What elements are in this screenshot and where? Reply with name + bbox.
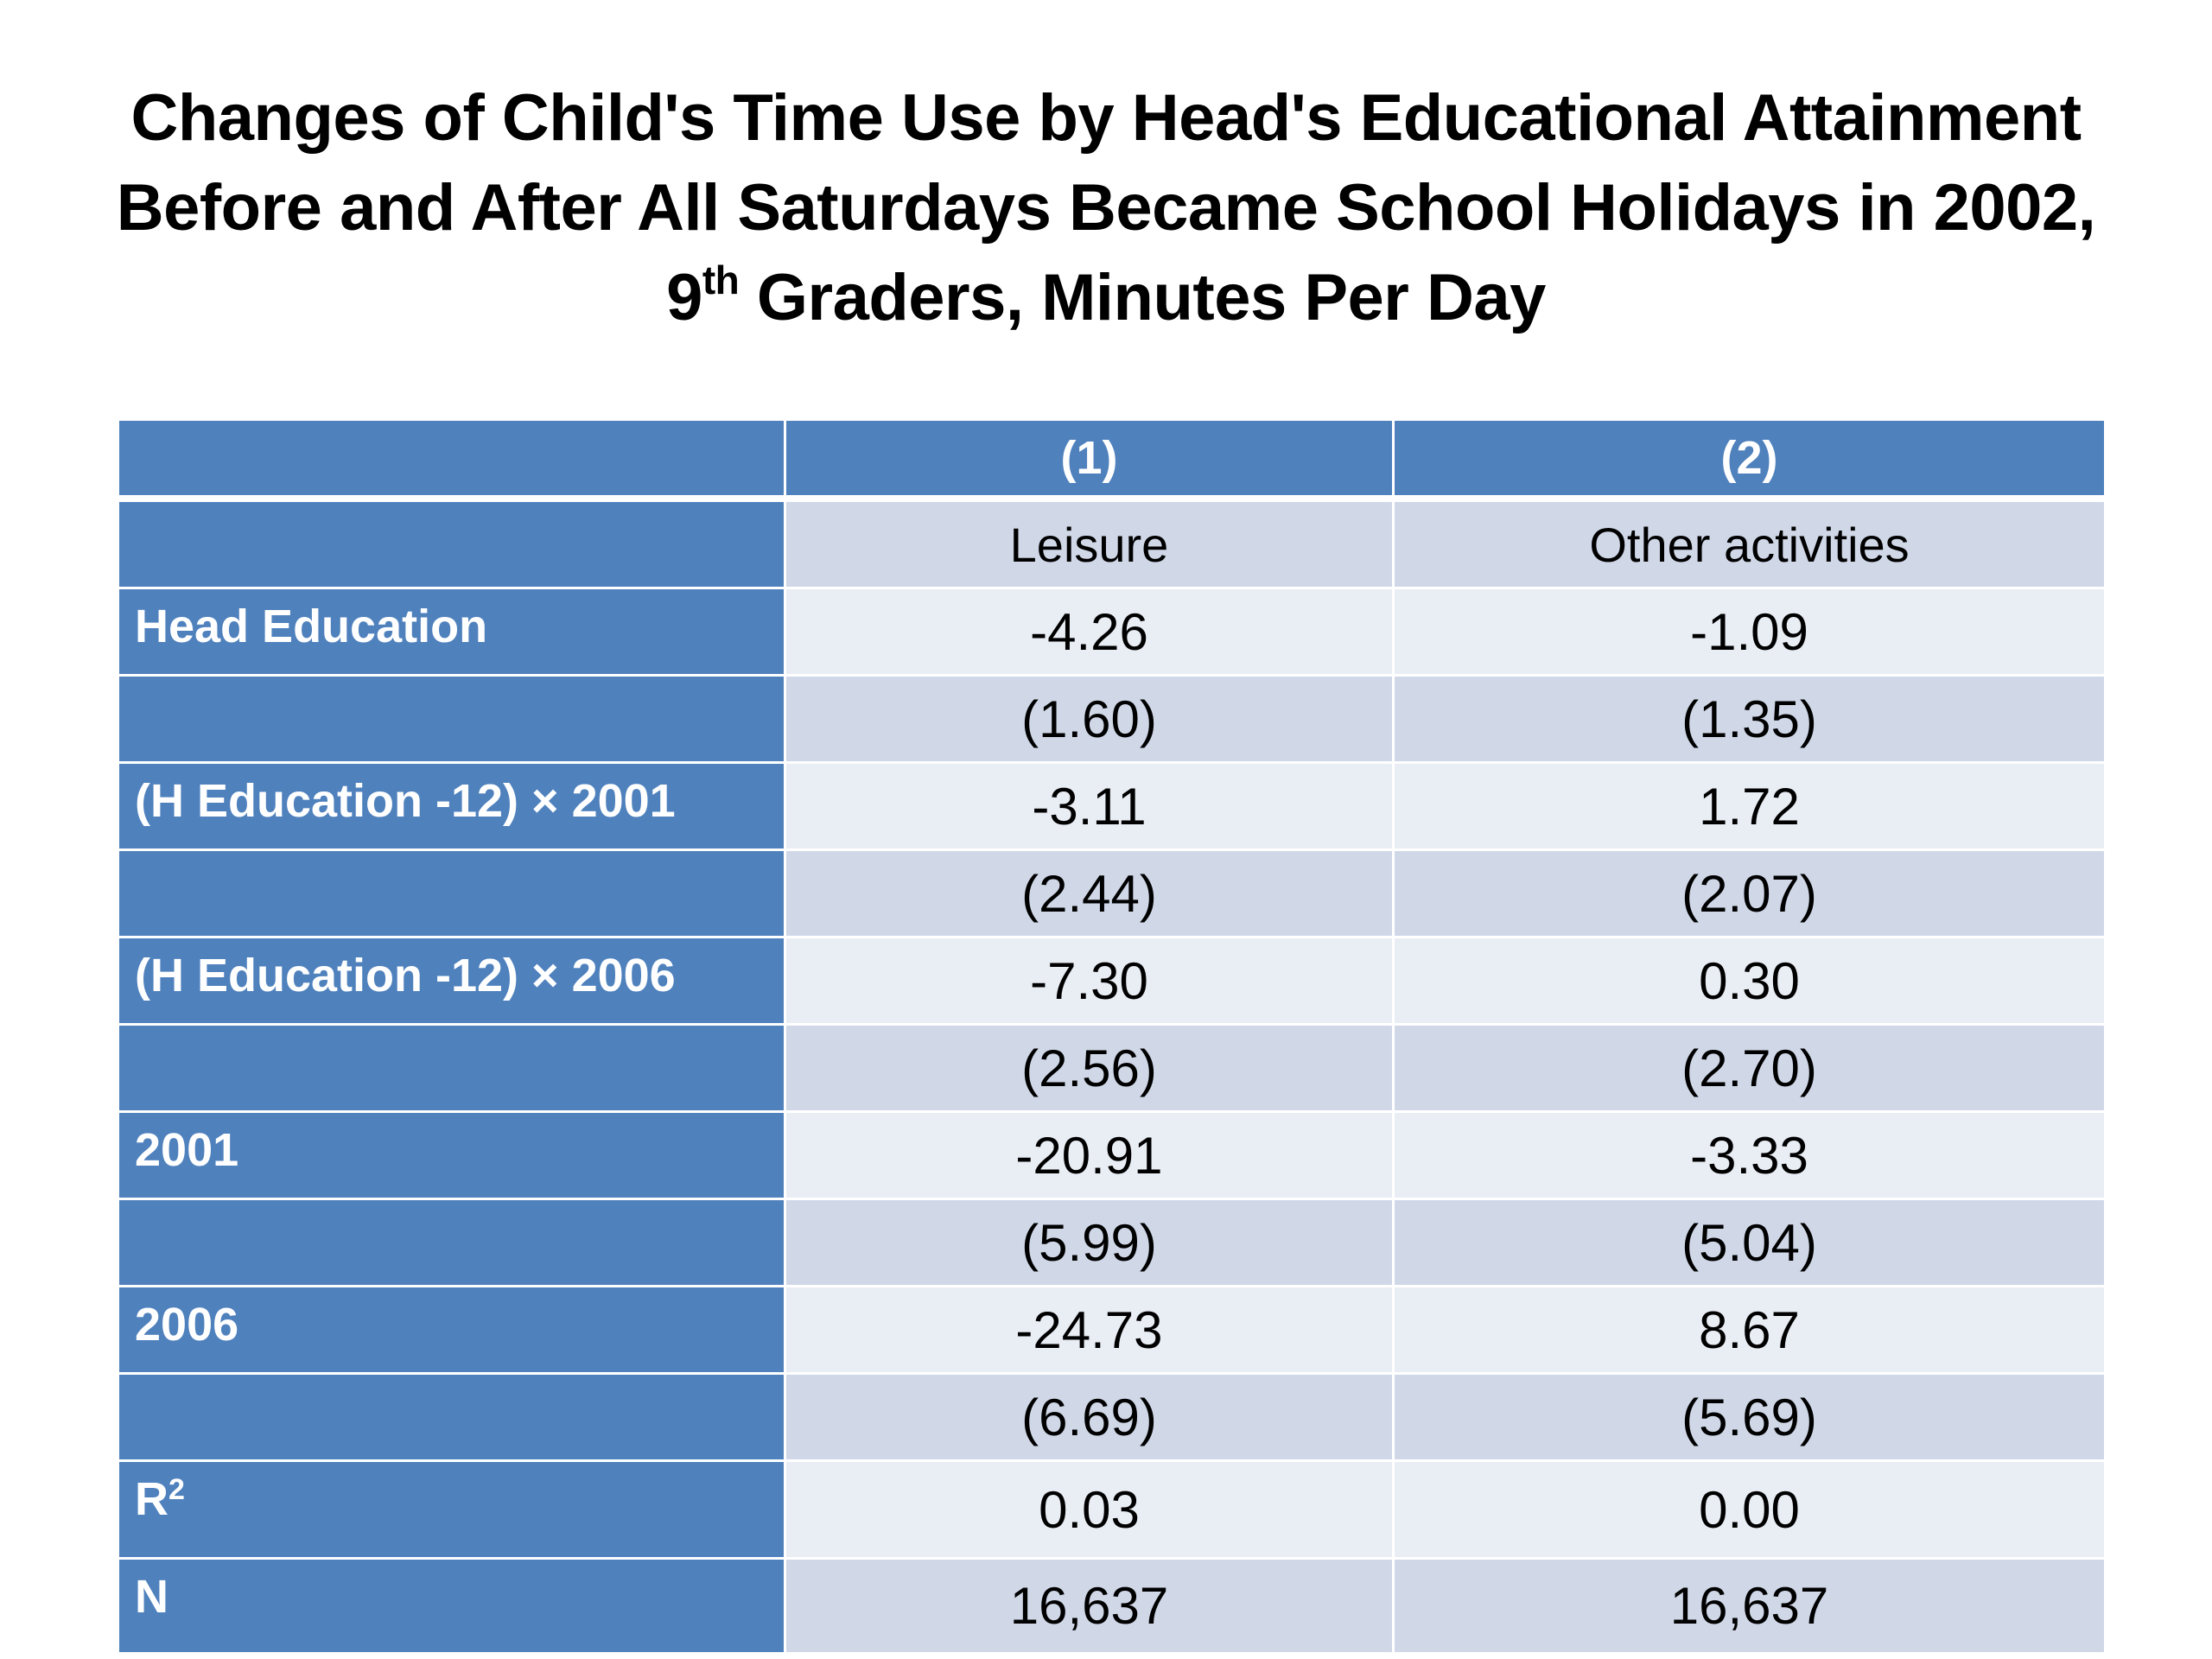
standard-error-cell: (5.04)	[1392, 1198, 2107, 1287]
row-label: (H Education -12) × 2006	[117, 936, 786, 1026]
r-squared-row: R2 0.03 0.00	[117, 1459, 2107, 1560]
standard-error-cell: (5.99)	[784, 1198, 1395, 1287]
row-label: Head Education	[117, 587, 786, 677]
row-label	[117, 1023, 786, 1113]
table-row: (H Education -12) × 2001 -3.11 1.72	[117, 761, 2107, 851]
row-label	[117, 674, 786, 764]
table-row: (6.69) (5.69)	[117, 1372, 2107, 1462]
coefficient-cell: 1.72	[1392, 761, 2107, 851]
coefficient-cell: -7.30	[784, 936, 1395, 1026]
table-row: (2.44) (2.07)	[117, 849, 2107, 938]
standard-error-cell: (2.56)	[784, 1023, 1395, 1113]
coefficient-cell: -24.73	[784, 1285, 1395, 1375]
r-squared-label-superscript: 2	[168, 1473, 185, 1506]
title-line-1: Changes of Child's Time Use by Head's Ed…	[130, 81, 2082, 155]
row-label: 2006	[117, 1285, 786, 1375]
column-name-label-cell	[117, 497, 786, 589]
table-row: (H Education -12) × 2006 -7.30 0.30	[117, 936, 2107, 1026]
coefficient-cell: -4.26	[784, 587, 1395, 677]
column-number-2: (2)	[1392, 418, 2107, 502]
standard-error-cell: (1.35)	[1392, 674, 2107, 764]
r-squared-label-base: R	[135, 1473, 168, 1525]
standard-error-cell: (2.44)	[784, 849, 1395, 938]
standard-error-cell: (5.69)	[1392, 1372, 2107, 1462]
title-line-2: Before and After All Saturdays Became Sc…	[116, 171, 2096, 245]
column-name-1: Leisure	[784, 497, 1395, 589]
r-squared-value-1: 0.03	[784, 1459, 1395, 1560]
r-squared-label: R2	[117, 1459, 786, 1560]
r-squared-value-2: 0.00	[1392, 1459, 2107, 1560]
title-line-3-superscript: th	[702, 257, 740, 302]
coefficient-cell: -3.11	[784, 761, 1395, 851]
column-name-row: Leisure Other activities	[117, 497, 2107, 589]
coefficient-cell: -3.33	[1392, 1110, 2107, 1200]
standard-error-cell: (6.69)	[784, 1372, 1395, 1462]
row-label	[117, 1198, 786, 1287]
table-row: 2006 -24.73 8.67	[117, 1285, 2107, 1375]
title-line-3-prefix: 9	[666, 261, 702, 334]
header-corner-cell	[117, 418, 786, 502]
table-row: Head Education -4.26 -1.09	[117, 587, 2107, 677]
n-value-1: 16,637	[784, 1557, 1395, 1655]
row-label	[117, 849, 786, 938]
n-value-2: 16,637	[1392, 1557, 2107, 1655]
row-label: 2001	[117, 1110, 786, 1200]
coefficient-cell: 0.30	[1392, 936, 2107, 1026]
table-row: (1.60) (1.35)	[117, 674, 2107, 764]
table-row: (5.99) (5.04)	[117, 1198, 2107, 1287]
regression-results-table: (1) (2) Leisure Other activities Head Ed…	[117, 418, 2107, 1655]
column-number-row: (1) (2)	[117, 418, 2107, 502]
table-row: 2001 -20.91 -3.33	[117, 1110, 2107, 1200]
standard-error-cell: (2.70)	[1392, 1023, 2107, 1113]
standard-error-cell: (1.60)	[784, 674, 1395, 764]
column-name-2: Other activities	[1392, 497, 2107, 589]
coefficient-cell: 8.67	[1392, 1285, 2107, 1375]
n-label: N	[117, 1557, 786, 1655]
coefficient-cell: -20.91	[784, 1110, 1395, 1200]
slide-title: Changes of Child's Time Use by Head's Ed…	[86, 73, 2126, 343]
coefficient-cell: -1.09	[1392, 587, 2107, 677]
column-number-1: (1)	[784, 418, 1395, 502]
standard-error-cell: (2.07)	[1392, 849, 2107, 938]
title-line-3: 9th Graders, Minutes Per Day	[86, 253, 2126, 343]
table-row: (2.56) (2.70)	[117, 1023, 2107, 1113]
n-row: N 16,637 16,637	[117, 1557, 2107, 1655]
row-label	[117, 1372, 786, 1462]
row-label: (H Education -12) × 2001	[117, 761, 786, 851]
title-line-3-suffix: Graders, Minutes Per Day	[739, 261, 1547, 334]
